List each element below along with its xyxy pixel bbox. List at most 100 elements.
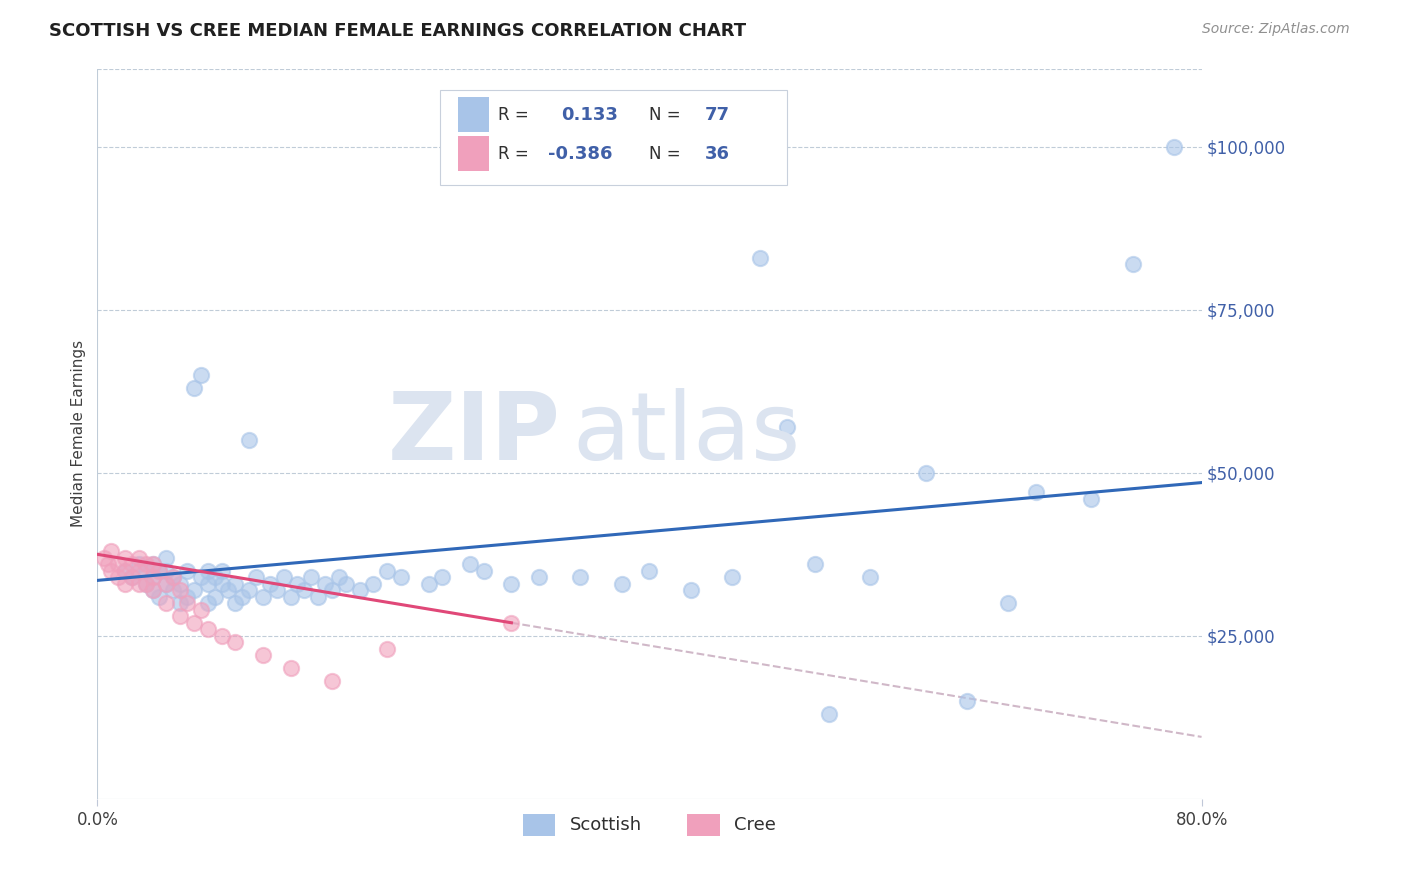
Text: R =: R = [498, 145, 529, 163]
Point [100, 544, 122, 558]
Point [314, 576, 336, 591]
Point [114, 564, 136, 578]
Point [135, 564, 157, 578]
Point [107, 570, 129, 584]
Point [238, 583, 260, 598]
Text: R =: R = [498, 105, 529, 123]
Point [224, 596, 246, 610]
Point [128, 557, 150, 571]
Point [328, 570, 350, 584]
Text: -0.386: -0.386 [548, 145, 613, 163]
Point [197, 576, 219, 591]
Point [204, 570, 226, 584]
Point [93, 550, 115, 565]
Point [432, 570, 454, 584]
Point [155, 564, 177, 578]
Point [148, 590, 170, 604]
Point [197, 622, 219, 636]
Point [190, 603, 212, 617]
Point [389, 570, 412, 584]
Point [321, 583, 343, 598]
Point [252, 648, 274, 663]
Point [527, 570, 550, 584]
Point [273, 570, 295, 584]
FancyBboxPatch shape [458, 97, 489, 132]
Point [287, 576, 309, 591]
Point [162, 583, 184, 598]
Text: N =: N = [650, 105, 681, 123]
Point [169, 609, 191, 624]
Point [818, 707, 841, 722]
Point [135, 557, 157, 571]
Point [231, 590, 253, 604]
Point [280, 661, 302, 675]
Point [501, 576, 523, 591]
Point [128, 564, 150, 578]
Point [458, 557, 481, 571]
Point [135, 576, 157, 591]
Point [997, 596, 1019, 610]
Point [155, 550, 177, 565]
Point [190, 368, 212, 382]
Point [375, 641, 398, 656]
Point [238, 433, 260, 447]
Point [211, 576, 233, 591]
Point [155, 576, 177, 591]
Point [148, 564, 170, 578]
Point [183, 615, 205, 630]
Text: Source: ZipAtlas.com: Source: ZipAtlas.com [1202, 22, 1350, 37]
Point [1025, 485, 1047, 500]
Text: ZIP: ZIP [388, 388, 561, 480]
Point [176, 564, 198, 578]
Point [218, 583, 240, 598]
Point [211, 564, 233, 578]
Point [748, 251, 770, 265]
Point [142, 557, 165, 571]
Point [148, 564, 170, 578]
Point [224, 635, 246, 649]
Point [776, 420, 799, 434]
Point [128, 550, 150, 565]
Point [142, 583, 165, 598]
Point [299, 570, 322, 584]
Point [292, 583, 315, 598]
Point [190, 570, 212, 584]
Text: 77: 77 [704, 105, 730, 123]
Point [162, 570, 184, 584]
Point [142, 583, 165, 598]
Point [610, 576, 633, 591]
Point [1122, 257, 1144, 271]
Point [121, 570, 143, 584]
Point [176, 590, 198, 604]
Point [1163, 140, 1185, 154]
Point [197, 596, 219, 610]
Point [804, 557, 827, 571]
Point [363, 576, 385, 591]
Point [162, 570, 184, 584]
Legend: Scottish, Cree: Scottish, Cree [515, 805, 785, 845]
Point [418, 576, 440, 591]
Point [859, 570, 882, 584]
Point [321, 674, 343, 689]
Point [569, 570, 592, 584]
Point [183, 583, 205, 598]
Point [183, 381, 205, 395]
Point [169, 596, 191, 610]
Point [114, 550, 136, 565]
Point [114, 576, 136, 591]
Point [176, 596, 198, 610]
Point [121, 570, 143, 584]
Point [252, 590, 274, 604]
Point [142, 570, 165, 584]
Text: atlas: atlas [572, 388, 800, 480]
Point [349, 583, 371, 598]
Point [679, 583, 702, 598]
Point [266, 583, 288, 598]
Point [169, 583, 191, 598]
Text: N =: N = [650, 145, 681, 163]
Point [169, 576, 191, 591]
Point [107, 557, 129, 571]
Point [956, 694, 979, 708]
Point [721, 570, 744, 584]
Point [259, 576, 281, 591]
